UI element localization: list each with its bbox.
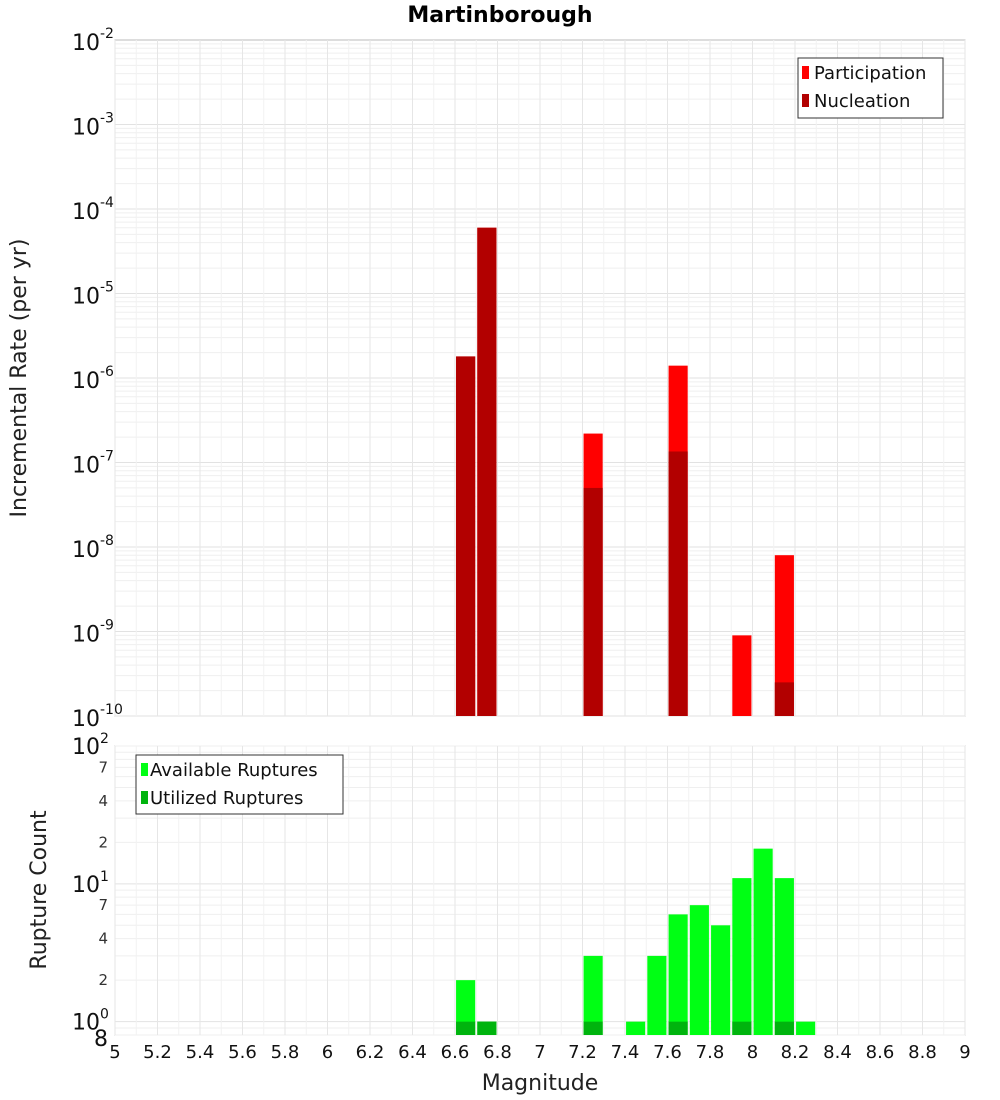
bar-participation: [774, 555, 794, 716]
top-y-tick-label: 10-9: [72, 618, 114, 648]
bottom-y-tick-label: 102: [72, 731, 109, 760]
x-tick-label: 5.4: [186, 1042, 215, 1063]
bar-available-ruptures: [774, 878, 794, 1035]
bottom-y-tick-label: 7: [98, 896, 108, 914]
bar-utilized-ruptures: [774, 1021, 794, 1035]
bottom-y-tick-label: 2: [98, 833, 108, 851]
legend-label-utilized: Utilized Ruptures: [150, 788, 303, 809]
top-y-tick-label: 10-5: [72, 280, 114, 310]
bar-nucleation: [668, 451, 688, 716]
legend-swatch-utilized: [141, 791, 148, 804]
bottom-y-tick-label: 7: [98, 758, 108, 776]
bar-nucleation: [774, 682, 794, 716]
bar-available-ruptures: [796, 1021, 816, 1035]
bottom-bars: [456, 848, 816, 1035]
legend-swatch-available: [141, 763, 148, 776]
x-tick-label: 8: [747, 1042, 758, 1063]
x-tick-label: 5: [109, 1042, 120, 1063]
x-tick-label: 9: [959, 1042, 970, 1063]
top-bars: [456, 227, 794, 716]
legend-label-nucleation: Nucleation: [814, 91, 910, 112]
legend-label-available: Available Ruptures: [150, 760, 318, 781]
bottom-grid: [114, 745, 966, 1036]
bottom-y-tick-label: 4: [98, 792, 108, 810]
x-tick-label: 8.8: [908, 1042, 937, 1063]
bar-utilized-ruptures: [583, 1021, 603, 1035]
top-y-tick-label: 10-3: [72, 111, 114, 141]
chart-title: Martinborough: [407, 3, 592, 28]
x-tick-label: 6.2: [356, 1042, 385, 1063]
legend-swatch-participation: [802, 66, 809, 79]
top-y-tick-label: 10-8: [72, 533, 114, 563]
x-tick-label: 8.4: [823, 1042, 852, 1063]
x-tick-label: 6.8: [483, 1042, 512, 1063]
x-tick-label: 5.6: [228, 1042, 257, 1063]
top-y-tick-label: 10-6: [72, 364, 114, 394]
x-axis-title: Magnitude: [482, 1071, 599, 1096]
bottom-y-tick-label: 100: [72, 1007, 109, 1036]
bar-utilized-ruptures: [456, 1021, 476, 1035]
bottom-y-tick-label: 8: [94, 1027, 108, 1052]
x-tick-label: 6: [322, 1042, 333, 1063]
x-tick-label: 7: [534, 1042, 545, 1063]
legend-swatch-nucleation: [802, 94, 809, 107]
bar-nucleation: [583, 487, 603, 716]
x-ticks: 5 5.2 5.4 5.6 5.8 6 6.2 6.4 6.6 6.8 7 7.2 7.4 7.6 7.8 8…: [109, 1042, 970, 1063]
x-tick-label: 5.8: [271, 1042, 300, 1063]
x-tick-label: 5.2: [143, 1042, 172, 1063]
x-tick-label: 7.2: [568, 1042, 597, 1063]
x-tick-label: 8.6: [866, 1042, 895, 1063]
bar-available-ruptures: [753, 848, 773, 1035]
top-y-ticks: 10-10 10-9 10-8 10-7 10-6 10-5 10-4 10-3 10-2: [72, 26, 123, 732]
x-tick-label: 6.6: [441, 1042, 470, 1063]
bar-participation: [732, 635, 752, 716]
legend-label-participation: Participation: [814, 63, 926, 84]
bottom-y-axis-title: Rupture Count: [27, 810, 52, 970]
bar-available-ruptures: [647, 955, 667, 1035]
x-tick-label: 6.4: [398, 1042, 427, 1063]
bar-nucleation: [477, 227, 497, 716]
bar-available-ruptures: [732, 878, 752, 1035]
bar-available-ruptures: [689, 905, 709, 1035]
bottom-y-tick-label: 2: [98, 971, 108, 989]
top-y-tick-label: 10-10: [72, 702, 123, 732]
top-y-axis-title: Incremental Rate (per yr): [7, 239, 32, 518]
bar-available-ruptures: [626, 1021, 646, 1035]
top-y-tick-label: 10-7: [72, 449, 114, 479]
x-tick-label: 7.6: [653, 1042, 682, 1063]
bar-available-ruptures: [668, 914, 688, 1035]
bottom-legend: Available Ruptures Utilized Ruptures: [135, 754, 344, 815]
bar-utilized-ruptures: [668, 1021, 688, 1035]
bar-utilized-ruptures: [477, 1021, 497, 1035]
bar-available-ruptures: [583, 955, 603, 1035]
x-tick-label: 7.4: [611, 1042, 640, 1063]
bottom-y-tick-label: 4: [98, 930, 108, 948]
top-legend: Participation Nucleation: [797, 57, 944, 119]
bar-available-ruptures: [456, 980, 476, 1035]
bar-nucleation: [456, 356, 476, 716]
bar-available-ruptures: [711, 925, 731, 1035]
bottom-y-tick-label: 101: [72, 869, 109, 898]
bar-utilized-ruptures: [732, 1021, 752, 1035]
top-y-tick-label: 10-4: [72, 195, 114, 225]
top-y-tick-label: 10-2: [72, 26, 114, 56]
x-tick-label: 7.8: [696, 1042, 725, 1063]
x-tick-label: 8.2: [781, 1042, 810, 1063]
top-grid: [114, 40, 966, 717]
